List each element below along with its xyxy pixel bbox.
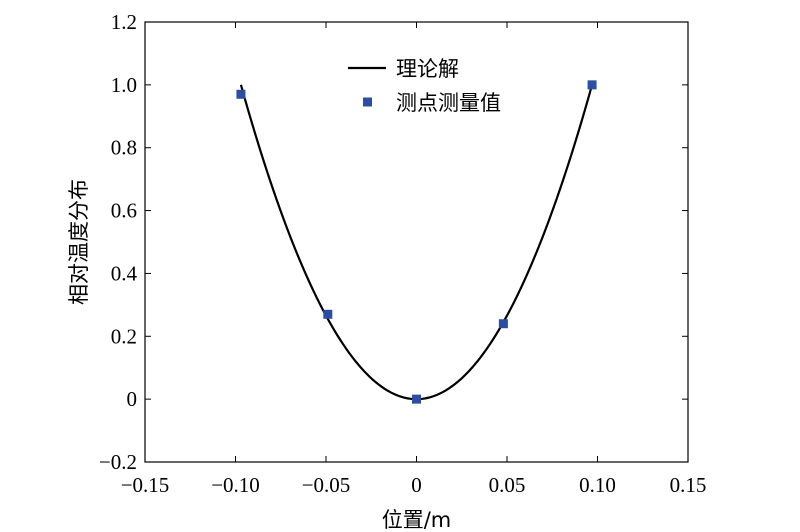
y-tick-label: −0.2 bbox=[99, 450, 137, 474]
y-tick-label: 1.2 bbox=[111, 10, 137, 34]
x-tick-label: −0.15 bbox=[121, 473, 170, 497]
measurement-point bbox=[323, 309, 333, 319]
x-tick-label: 0.05 bbox=[489, 473, 526, 497]
legend-label: 测点测量值 bbox=[396, 91, 501, 115]
y-tick-label: 0.8 bbox=[111, 136, 137, 160]
y-tick-label: 0.2 bbox=[111, 324, 137, 348]
y-tick-label: 0.4 bbox=[111, 261, 138, 285]
measurement-point bbox=[587, 80, 597, 90]
y-axis-ticks: −0.2 0 0.2 0.4 0.6 0.8 1.0 1.2 bbox=[99, 10, 688, 474]
x-tick-label: −0.05 bbox=[302, 473, 351, 497]
y-tick-label: 0.6 bbox=[111, 199, 137, 223]
measurement-point bbox=[236, 89, 246, 99]
x-axis-title: 位置/m bbox=[382, 508, 452, 532]
measurement-point bbox=[412, 394, 421, 404]
series-layer bbox=[236, 80, 597, 404]
theory-curve bbox=[239, 84, 594, 401]
x-axis-ticks: −0.15 −0.10 −0.05 0 0.05 0.10 0.15 bbox=[121, 22, 707, 497]
x-tick-label: −0.10 bbox=[211, 473, 260, 497]
y-tick-label: 0 bbox=[127, 387, 138, 411]
y-tick-label: 1.0 bbox=[111, 73, 137, 97]
x-tick-label: 0.15 bbox=[670, 473, 707, 497]
measurement-point bbox=[498, 319, 508, 329]
x-tick-label: 0.10 bbox=[579, 473, 616, 497]
x-tick-label: 0 bbox=[411, 473, 422, 497]
y-axis-title: 相对温度分布 bbox=[67, 179, 91, 305]
legend-square-swatch bbox=[363, 97, 372, 107]
legend-label: 理论解 bbox=[396, 57, 459, 81]
